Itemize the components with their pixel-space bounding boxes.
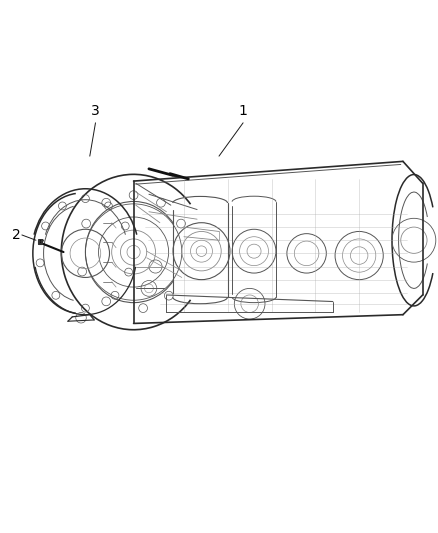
- Text: 3: 3: [91, 103, 100, 118]
- Text: 1: 1: [239, 103, 247, 118]
- Text: 2: 2: [12, 228, 21, 242]
